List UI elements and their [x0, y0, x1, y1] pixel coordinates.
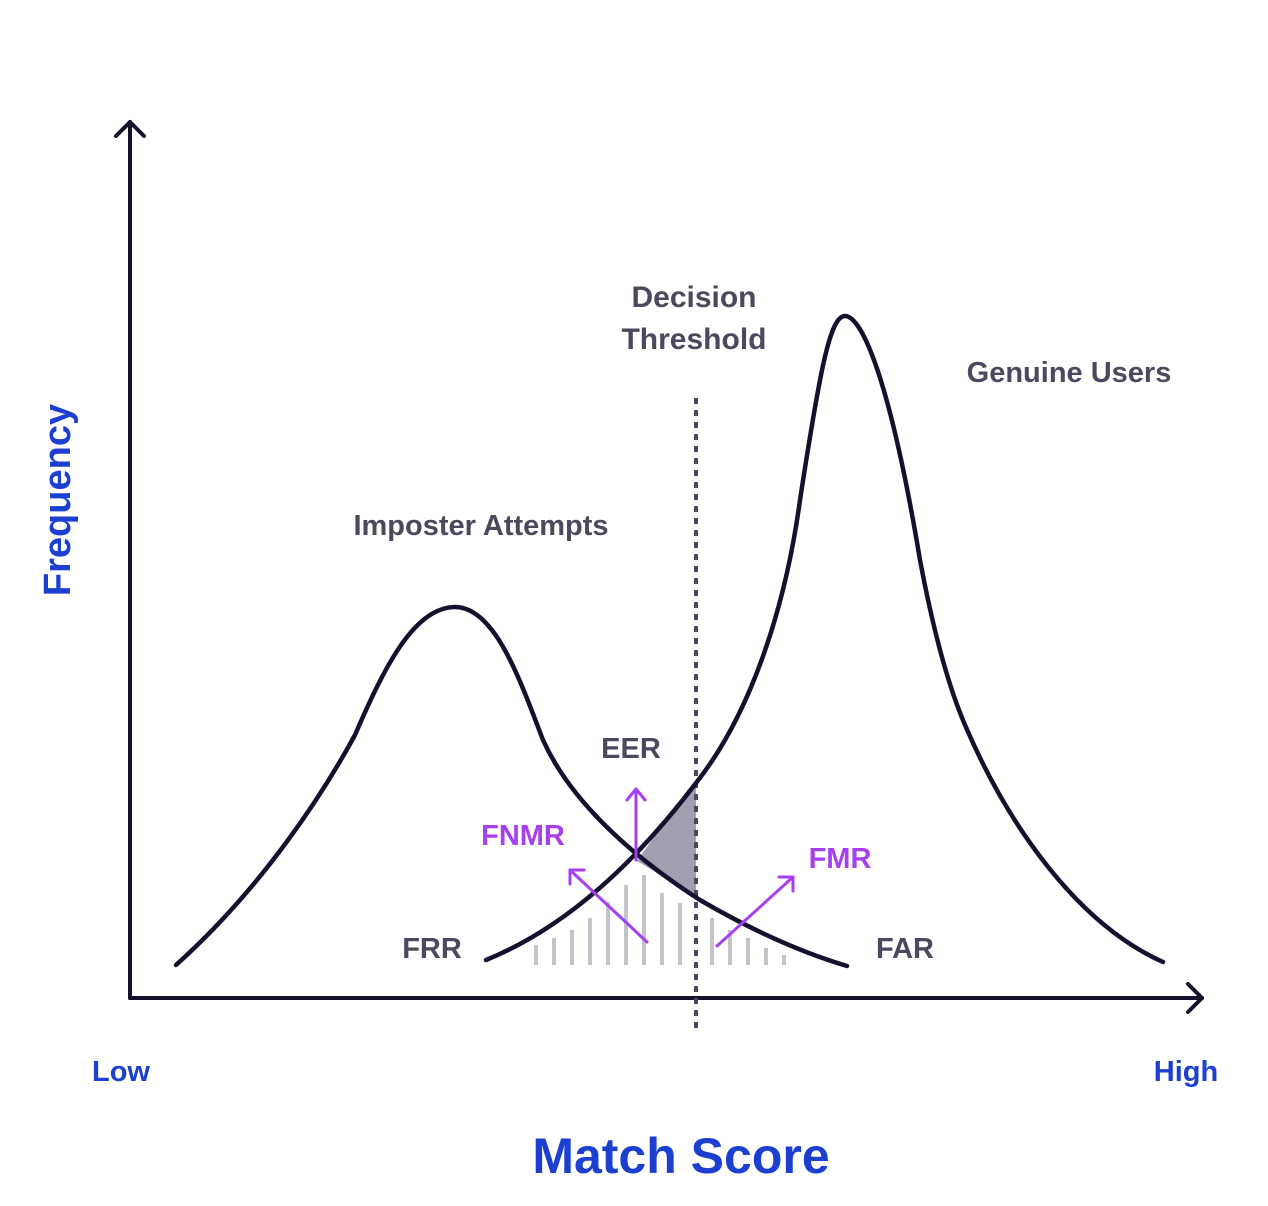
y-axis-arrow-icon — [114, 120, 146, 138]
genuine-users-label: Genuine Users — [967, 357, 1172, 389]
fmr-arrow — [715, 875, 795, 948]
eer-shaded-region — [637, 783, 696, 900]
imposter-curve — [173, 604, 850, 969]
fnmr-label: FNMR — [481, 820, 565, 852]
x-axis-label: Match Score — [532, 1128, 829, 1184]
frr-label: FRR — [402, 933, 462, 965]
far-label: FAR — [876, 933, 934, 965]
decision-threshold-label-2: Threshold — [621, 323, 766, 356]
fnmr-arrow-head-icon — [568, 868, 586, 886]
axes — [114, 120, 1204, 1014]
fmr-arrow-head-icon — [777, 875, 795, 893]
fmr-label: FMR — [809, 843, 872, 875]
imposter-attempts-label: Imposter Attempts — [353, 510, 608, 542]
rate-arrows — [568, 787, 795, 948]
eer-arrow-head-icon — [625, 787, 647, 802]
x-axis-arrow-icon — [1186, 982, 1204, 1014]
fnmr-arrow — [568, 868, 649, 944]
x-high-label: High — [1154, 1056, 1218, 1088]
decision-threshold-label-1: Decision — [631, 281, 756, 314]
y-axis-label: Frequency — [37, 404, 79, 596]
eer-label: EER — [601, 733, 661, 765]
genuine-curve — [483, 313, 1166, 965]
x-low-label: Low — [92, 1056, 150, 1088]
overlap-hatching — [534, 875, 786, 965]
